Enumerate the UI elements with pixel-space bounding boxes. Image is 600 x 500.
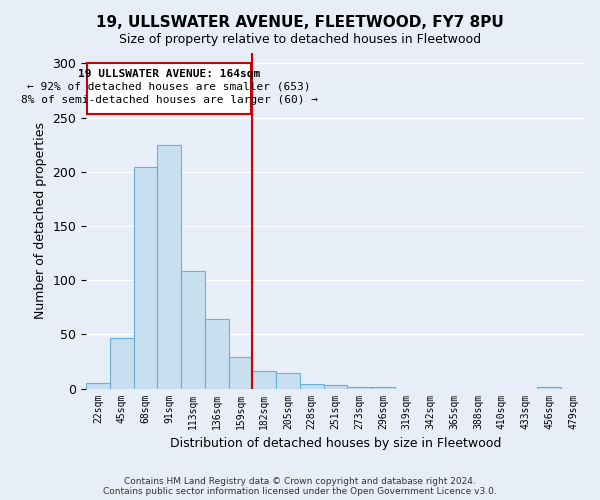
Bar bbox=[229, 357, 253, 388]
X-axis label: Distribution of detached houses by size in Fleetwood: Distribution of detached houses by size … bbox=[170, 437, 501, 450]
Bar bbox=[253, 371, 276, 388]
Text: Size of property relative to detached houses in Fleetwood: Size of property relative to detached ho… bbox=[119, 32, 481, 46]
Text: Contains HM Land Registry data © Crown copyright and database right 2024.: Contains HM Land Registry data © Crown c… bbox=[124, 477, 476, 486]
Text: 19 ULLSWATER AVENUE: 164sqm: 19 ULLSWATER AVENUE: 164sqm bbox=[78, 69, 260, 79]
Text: 19, ULLSWATER AVENUE, FLEETWOOD, FY7 8PU: 19, ULLSWATER AVENUE, FLEETWOOD, FY7 8PU bbox=[96, 15, 504, 30]
Bar bbox=[134, 168, 157, 388]
Bar bbox=[276, 374, 300, 388]
Text: Contains public sector information licensed under the Open Government Licence v3: Contains public sector information licen… bbox=[103, 487, 497, 496]
Bar bbox=[300, 384, 323, 388]
Bar bbox=[157, 144, 181, 388]
Bar bbox=[86, 383, 110, 388]
Bar bbox=[110, 338, 134, 388]
Bar bbox=[205, 319, 229, 388]
Bar bbox=[323, 386, 347, 388]
Bar bbox=[87, 64, 251, 114]
Text: ← 92% of detached houses are smaller (653): ← 92% of detached houses are smaller (65… bbox=[28, 82, 311, 92]
Bar bbox=[181, 272, 205, 388]
Y-axis label: Number of detached properties: Number of detached properties bbox=[34, 122, 47, 319]
Text: 8% of semi-detached houses are larger (60) →: 8% of semi-detached houses are larger (6… bbox=[20, 95, 317, 105]
